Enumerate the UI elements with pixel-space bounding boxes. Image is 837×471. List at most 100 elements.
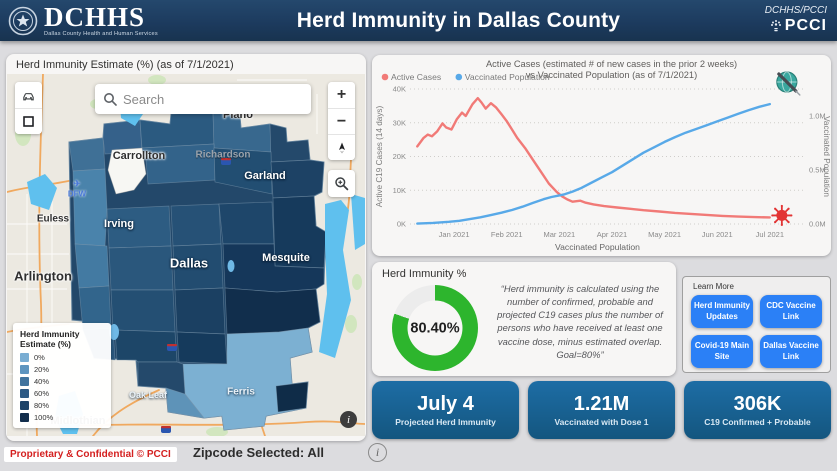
legend-swatch xyxy=(20,365,29,374)
stat-value: 1.21M xyxy=(573,393,630,415)
legend-label: 0% xyxy=(34,353,45,362)
y-left-tick: 0K xyxy=(397,220,406,229)
x-tick: Jun 2021 xyxy=(702,230,733,239)
gauge-title: Herd Immunity % xyxy=(382,268,467,280)
stat-card-row: July 4 Projected Herd Immunity 1.21M Vaccin… xyxy=(372,381,831,439)
page-title: Herd Immunity in Dallas County xyxy=(296,8,621,32)
learn-more-panel: Learn More Herd Immunity Updates CDC Vacc… xyxy=(682,276,831,373)
directions-button[interactable] xyxy=(15,82,42,108)
logo-text: DCHHS xyxy=(44,1,146,32)
stat-card: July 4 Projected Herd Immunity xyxy=(372,381,519,439)
map-legend-title: Herd Immunity Estimate (%) xyxy=(20,328,80,349)
learn-more-button[interactable]: CDC Vaccine Link xyxy=(760,295,822,328)
y-left-tick: 20K xyxy=(393,152,406,161)
map-canvas[interactable] xyxy=(7,74,365,436)
box-select-button[interactable] xyxy=(15,108,42,134)
legend-item: 100% xyxy=(20,413,104,422)
map-search-box[interactable] xyxy=(95,84,311,114)
map-search-zoom-button[interactable] xyxy=(328,170,355,197)
map-zoom-controls: + − xyxy=(328,82,355,160)
stat-card: 1.21M Vaccinated with Dose 1 xyxy=(528,381,675,439)
map-legend: Herd Immunity Estimate (%) 0% 20% 40% 60% 80… xyxy=(13,322,111,428)
x-tick: Jul 2021 xyxy=(756,230,784,239)
legend-item: 20% xyxy=(20,365,104,374)
y-right-tick: 0.0M xyxy=(809,220,826,229)
herd-immunity-donut[interactable]: 80.40% xyxy=(392,285,478,371)
x-tick: Feb 2021 xyxy=(491,230,523,239)
gauge-value: 80.40% xyxy=(410,320,460,336)
zoom-in-glyph: + xyxy=(336,86,347,103)
header-bar: DCHHS Dallas County Health and Human Ser… xyxy=(0,0,837,41)
legend-label: 60% xyxy=(34,389,50,398)
stat-value: July 4 xyxy=(417,393,474,415)
legend-label: 20% xyxy=(34,365,50,374)
series-active-cases[interactable] xyxy=(416,96,771,219)
zoom-in-button[interactable]: + xyxy=(328,82,355,108)
confidential-notice: Proprietary & Confidential © PCCI xyxy=(4,447,177,462)
series-vaccinated[interactable] xyxy=(416,102,771,225)
zoom-out-glyph: − xyxy=(336,112,347,130)
corner-text: DCHHS/PCCI xyxy=(764,5,827,16)
stat-value: 306K xyxy=(733,393,782,415)
legend-swatch xyxy=(20,377,29,386)
virus-icon xyxy=(771,204,793,227)
learn-more-title: Learn More xyxy=(693,282,734,291)
legend-item: 0% xyxy=(20,353,104,362)
legend-swatch xyxy=(20,389,29,398)
y-left-axis-label: Active C19 Cases (14 days) xyxy=(375,105,384,207)
dchhs-logo: DCHHS Dallas County Health and Human Ser… xyxy=(0,1,230,38)
compass-icon xyxy=(338,142,345,153)
zoom-out-button[interactable]: − xyxy=(328,108,355,134)
map-tool-buttons xyxy=(15,82,42,134)
x-tick: Mar 2021 xyxy=(544,230,576,239)
y-right-tick: 1.0M xyxy=(809,112,826,121)
legend-swatch xyxy=(20,353,29,362)
zipcode-selected-label: Zipcode Selected: All xyxy=(193,445,324,460)
map-card: Herd Immunity Estimate (%) (as of 7/1/20… xyxy=(6,54,366,441)
map-legend-items: 0% 20% 40% 60% 80% 100% xyxy=(20,353,104,422)
learn-more-button[interactable]: Covid-19 Main Site xyxy=(691,335,753,368)
x-tick: Apr 2021 xyxy=(597,230,627,239)
chart-title-line2: vs Vaccinated Population (as of 7/1/2021… xyxy=(526,70,697,80)
legend-label: 100% xyxy=(34,413,54,422)
learn-more-button[interactable]: Dallas Vaccine Link xyxy=(760,335,822,368)
x-tick: May 2021 xyxy=(648,230,681,239)
map-info-icon[interactable]: i xyxy=(340,411,357,428)
dchhs-seal-icon xyxy=(8,6,38,35)
box-select-icon xyxy=(23,116,34,127)
legend-label: 80% xyxy=(34,401,50,410)
x-tick: Jan 2021 xyxy=(439,230,470,239)
line-chart[interactable]: Active Cases (estimated # of new cases i… xyxy=(372,55,831,256)
chart-legend-label[interactable]: Vaccinated Population xyxy=(465,72,550,82)
interstate-shield-icons xyxy=(161,158,231,433)
learn-more-button[interactable]: Herd Immunity Updates xyxy=(691,295,753,328)
footer-info-icon[interactable]: i xyxy=(368,443,387,462)
pcci-logo: DCHHS/PCCI PCCI xyxy=(687,6,837,35)
line-chart-card: Active Cases (estimated # of new cases i… xyxy=(372,55,831,256)
legend-swatch xyxy=(20,401,29,410)
compass-button[interactable] xyxy=(328,134,355,160)
vaccine-globe-icon xyxy=(776,71,801,96)
chart-title-line1: Active Cases (estimated # of new cases i… xyxy=(486,59,737,69)
y-right-tick: 0.5M xyxy=(809,166,826,175)
zip-regions[interactable] xyxy=(68,111,327,431)
learn-more-buttons: Herd Immunity Updates CDC Vaccine Link Cov… xyxy=(683,291,830,376)
chart-legend-dot xyxy=(381,73,389,81)
legend-label: 40% xyxy=(34,377,50,386)
search-input[interactable] xyxy=(123,91,303,107)
magnifier-plus-icon xyxy=(335,177,349,191)
stat-card: 306K C19 Confirmed + Probable xyxy=(684,381,831,439)
search-icon xyxy=(104,93,117,106)
pcci-brand-text: PCCI xyxy=(784,17,827,34)
y-left-tick: 10K xyxy=(393,186,406,195)
herd-immunity-gauge-card: Herd Immunity % 80.40% “Herd immunity is… xyxy=(372,262,676,376)
x-axis-label: Vaccinated Population xyxy=(555,242,640,252)
map-title: Herd Immunity Estimate (%) (as of 7/1/20… xyxy=(16,59,234,71)
car-icon xyxy=(23,92,34,100)
chart-legend-label[interactable]: Active Cases xyxy=(391,72,441,82)
legend-item: 80% xyxy=(20,401,104,410)
herd-immunity-definition: “Herd immunity is calculated using the n… xyxy=(497,283,663,360)
choropleth-map[interactable]: Plano Carrollton Richardson Garland ✈ DFW Eule… xyxy=(7,74,365,436)
logo-tagline: Dallas County Health and Human Services xyxy=(44,30,158,37)
